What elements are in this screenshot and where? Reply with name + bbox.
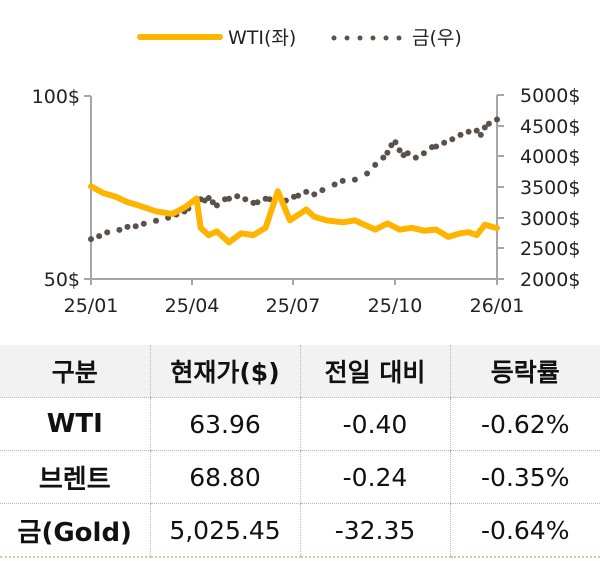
- row-price: 5,025.45: [149, 503, 300, 558]
- left-y-axis: [84, 95, 92, 285]
- x-tick-2504: 25/04: [165, 295, 220, 317]
- row-pct: -0.62%: [449, 397, 600, 451]
- dual-axis-line-chart: WTI(좌) 금(우) 100$ 50$ 5000$ 4500$ 4000$ 3…: [32, 27, 581, 317]
- right-y-axis: [496, 94, 504, 285]
- header-change: 전일 대비: [299, 345, 450, 398]
- row-change: -0.24: [299, 450, 450, 504]
- row-name: 브렌트: [0, 450, 150, 504]
- row-name: WTI: [0, 397, 150, 451]
- row-change: -32.35: [299, 503, 450, 558]
- right-tick-2000: 2000$: [520, 269, 580, 291]
- legend-wti-label: WTI(좌): [228, 27, 296, 49]
- x-tick-2501: 25/01: [64, 295, 119, 317]
- right-tick-4000: 4000$: [520, 146, 580, 168]
- legend-gold-label: 금(우): [412, 27, 462, 49]
- header-pct: 등락률: [449, 345, 600, 398]
- commodity-price-table: 구분 현재가($) 전일 대비 등락률 WTI 63.96 -0.40 -0.6…: [0, 345, 600, 558]
- wti-series-line: [88, 183, 500, 246]
- legend-gold-swatch: [331, 35, 402, 41]
- gold-series-dots: [88, 116, 500, 243]
- table-row: WTI 63.96 -0.40 -0.62%: [0, 397, 600, 451]
- table-row: 금(Gold) 5,025.45 -32.35 -0.64%: [0, 503, 600, 558]
- x-tick-2601: 26/01: [470, 295, 525, 317]
- row-price: 63.96: [149, 397, 300, 451]
- row-price: 68.80: [149, 450, 300, 504]
- row-pct: -0.35%: [449, 450, 600, 504]
- right-tick-5000: 5000$: [520, 85, 580, 107]
- row-pct: -0.64%: [449, 503, 600, 558]
- row-change: -0.40: [299, 397, 450, 451]
- header-category: 구분: [0, 345, 150, 398]
- header-price: 현재가($): [149, 345, 300, 398]
- right-tick-3500: 3500$: [520, 177, 580, 199]
- right-tick-2500: 2500$: [520, 238, 580, 260]
- left-tick-100: 100$: [32, 86, 80, 108]
- table-header-row: 구분 현재가($) 전일 대비 등락률: [0, 345, 600, 398]
- x-tick-2510: 25/10: [368, 295, 423, 317]
- row-name: 금(Gold): [0, 503, 150, 558]
- x-axis: [91, 278, 497, 285]
- right-tick-4500: 4500$: [520, 116, 580, 138]
- x-tick-2507: 25/07: [266, 295, 321, 317]
- table-row: 브렌트 68.80 -0.24 -0.35%: [0, 450, 600, 504]
- right-tick-3000: 3000$: [520, 208, 580, 230]
- left-tick-50: 50$: [44, 269, 80, 291]
